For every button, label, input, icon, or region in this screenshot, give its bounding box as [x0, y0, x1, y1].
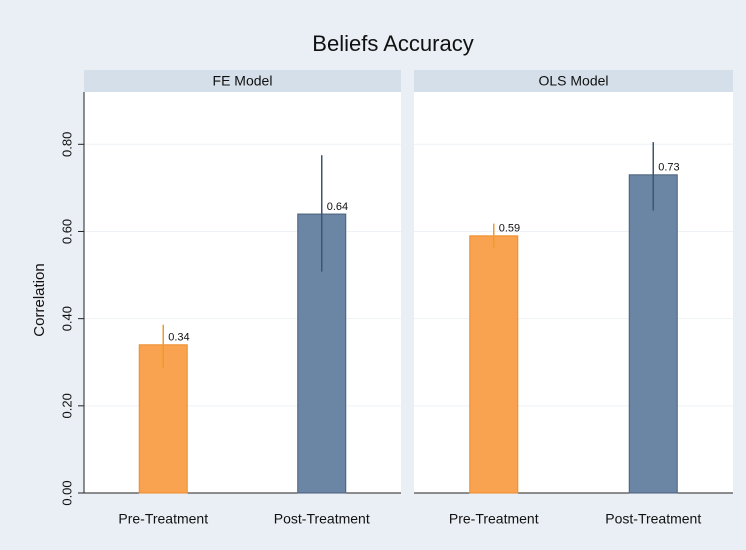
panel-title: OLS Model — [538, 73, 608, 89]
y-tick-label: 0.00 — [59, 480, 74, 505]
bar — [628, 174, 678, 494]
chart-title: Beliefs Accuracy — [312, 31, 473, 56]
bar — [469, 235, 519, 494]
panel — [84, 92, 401, 493]
panel-title: FE Model — [213, 73, 273, 89]
y-tick-label: 0.40 — [59, 306, 74, 331]
panel-header — [84, 70, 401, 92]
x-tick-label: Post-Treatment — [605, 511, 701, 527]
data-label: 0.64 — [327, 201, 348, 213]
x-tick-label: Post-Treatment — [274, 511, 370, 527]
bar — [138, 344, 188, 494]
data-label: 0.34 — [168, 332, 189, 344]
panel — [414, 92, 733, 493]
y-tick-label: 0.20 — [59, 393, 74, 418]
x-tick-label: Pre-Treatment — [118, 511, 208, 527]
x-tick-label: Pre-Treatment — [449, 511, 539, 527]
panel-header — [414, 70, 733, 92]
data-label: 0.59 — [499, 223, 520, 235]
y-axis-label: Correlation — [31, 263, 48, 336]
y-tick-label: 0.60 — [59, 219, 74, 244]
y-tick-label: 0.80 — [59, 132, 74, 157]
data-label: 0.73 — [658, 162, 679, 174]
